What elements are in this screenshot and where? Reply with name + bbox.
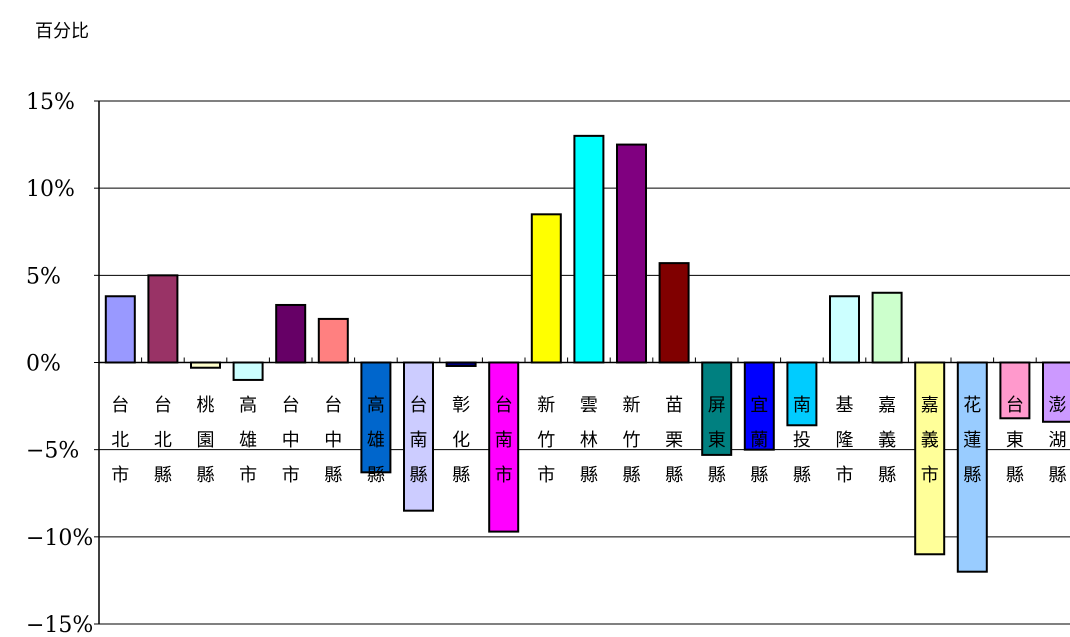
category-label: 宜蘭縣 [750, 395, 768, 486]
category-label: 新竹縣 [623, 395, 641, 486]
bar-新竹縣 [616, 143, 647, 364]
bar-花蓮縣 [956, 361, 988, 573]
category-label: 新竹市 [537, 395, 555, 486]
y-tick-label: 15% [26, 90, 75, 115]
bar-雲林縣 [573, 134, 605, 364]
bar-高雄市 [232, 361, 264, 381]
bars [104, 134, 1070, 573]
category-label: 基隆市 [836, 395, 854, 486]
category-label: 台南縣 [410, 395, 428, 486]
category-label: 苗栗縣 [665, 395, 683, 486]
category-label: 台中市 [282, 395, 300, 486]
y-tick-label: −15% [26, 613, 93, 637]
category-label: 台東縣 [1006, 395, 1024, 486]
category-label: 台北縣 [154, 395, 172, 486]
y-tick-labels: 15% 10% 5% 0% −5% −10% −15% [26, 90, 93, 637]
category-label: 嘉義縣 [878, 395, 896, 486]
y-axis-label: 百分比 [35, 21, 89, 42]
bar-嘉義縣 [871, 291, 903, 364]
category-labels: 台北市 台北縣 桃園縣 高雄市 台中市 台中縣 高雄縣 台南縣 彰化縣 台南市 新竹市 雲林縣 新竹縣 苗… [111, 395, 1066, 486]
bar-台北縣 [147, 274, 179, 364]
bar-苗栗縣 [658, 262, 690, 364]
category-label: 嘉義市 [921, 395, 939, 486]
y-tick-label: −10% [26, 526, 93, 551]
bar-台東縣 [999, 361, 1031, 420]
category-label: 花蓮縣 [963, 395, 981, 486]
category-label: 雲林縣 [580, 395, 598, 486]
y-tick-label: −5% [26, 439, 79, 464]
category-label: 彰化縣 [452, 395, 470, 486]
bar-台中市 [275, 303, 307, 364]
category-label: 高雄市 [239, 395, 257, 486]
bar-台南市 [488, 361, 520, 533]
category-label: 澎湖縣 [1049, 395, 1067, 486]
bar-澎湖縣 [1042, 361, 1070, 423]
bar-桃園縣 [190, 361, 221, 369]
bar-新竹市 [530, 213, 562, 364]
axes [94, 100, 1070, 625]
category-label: 桃園縣 [197, 395, 215, 486]
category-label: 高雄縣 [367, 395, 385, 486]
y-tick-label: 10% [26, 177, 75, 202]
bar-台北市 [104, 295, 136, 364]
category-label: 台北市 [111, 395, 129, 486]
y-tick-label: 5% [26, 264, 61, 289]
bar-基隆市 [829, 295, 860, 364]
y-tick-label: 0% [26, 352, 61, 377]
bar-高雄縣 [360, 361, 392, 474]
bar-台中縣 [317, 317, 349, 364]
category-label: 屏東縣 [708, 395, 726, 486]
category-label: 台南市 [495, 395, 513, 486]
bar-嘉義市 [914, 361, 946, 556]
category-label: 南投縣 [793, 395, 811, 486]
category-label: 台中縣 [324, 395, 342, 486]
